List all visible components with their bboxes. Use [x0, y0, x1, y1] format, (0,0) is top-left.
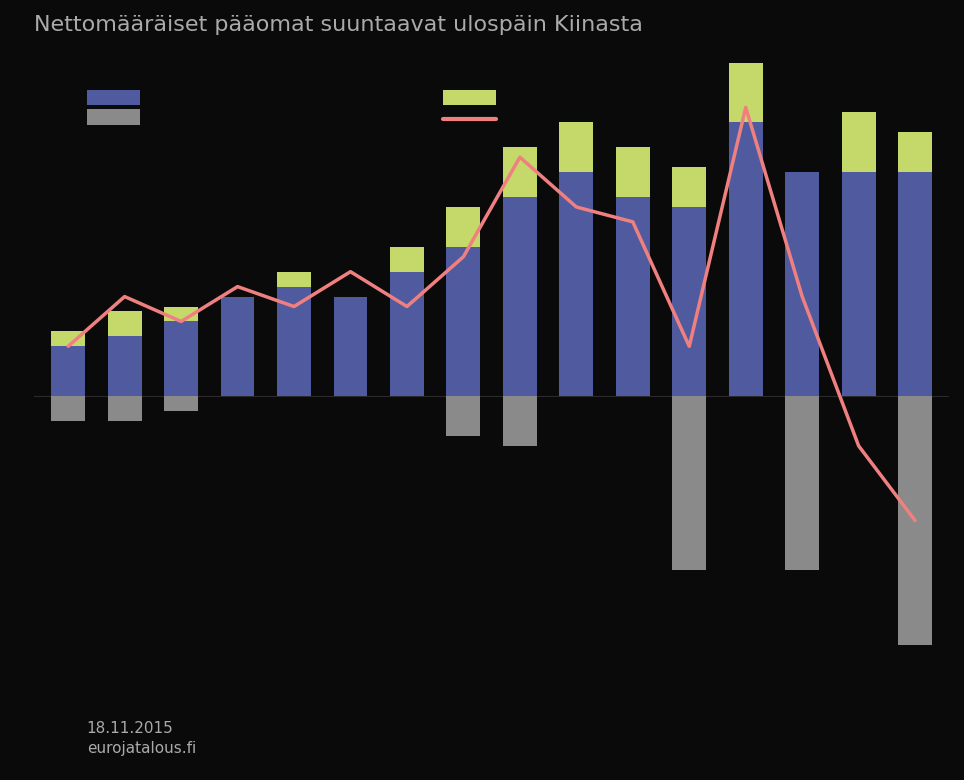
- Bar: [164, 321, 198, 396]
- Bar: [164, 307, 198, 321]
- Bar: [446, 207, 480, 246]
- Bar: [51, 332, 85, 346]
- Bar: [559, 172, 593, 396]
- Bar: [446, 396, 480, 436]
- Bar: [786, 396, 819, 570]
- Bar: [277, 271, 311, 286]
- Bar: [277, 286, 311, 396]
- Bar: [842, 172, 875, 396]
- Bar: [898, 172, 932, 396]
- Bar: [390, 271, 424, 396]
- Text: eurojatalous.fi: eurojatalous.fi: [87, 741, 196, 756]
- Bar: [559, 122, 593, 172]
- Bar: [503, 197, 537, 396]
- Bar: [786, 172, 819, 396]
- Bar: [108, 396, 142, 421]
- Bar: [108, 311, 142, 336]
- Bar: [898, 133, 932, 172]
- Bar: [51, 346, 85, 396]
- Bar: [108, 336, 142, 396]
- Bar: [842, 112, 875, 172]
- Bar: [729, 62, 763, 122]
- Bar: [51, 396, 85, 421]
- Bar: [446, 246, 480, 396]
- Bar: [672, 167, 707, 207]
- Bar: [390, 246, 424, 271]
- Bar: [729, 122, 763, 396]
- Bar: [503, 147, 537, 197]
- Text: 18.11.2015: 18.11.2015: [87, 722, 174, 736]
- Bar: [616, 147, 650, 197]
- Bar: [164, 396, 198, 411]
- Bar: [87, 90, 140, 105]
- Bar: [87, 109, 140, 125]
- Bar: [221, 296, 254, 396]
- Bar: [672, 207, 707, 396]
- Bar: [443, 90, 496, 105]
- Text: Nettomääräiset pääomat suuntaavat ulospäin Kiinasta: Nettomääräiset pääomat suuntaavat ulospä…: [35, 15, 643, 35]
- Bar: [898, 396, 932, 645]
- Bar: [503, 396, 537, 446]
- Bar: [672, 396, 707, 570]
- Bar: [616, 197, 650, 396]
- Bar: [334, 296, 367, 396]
